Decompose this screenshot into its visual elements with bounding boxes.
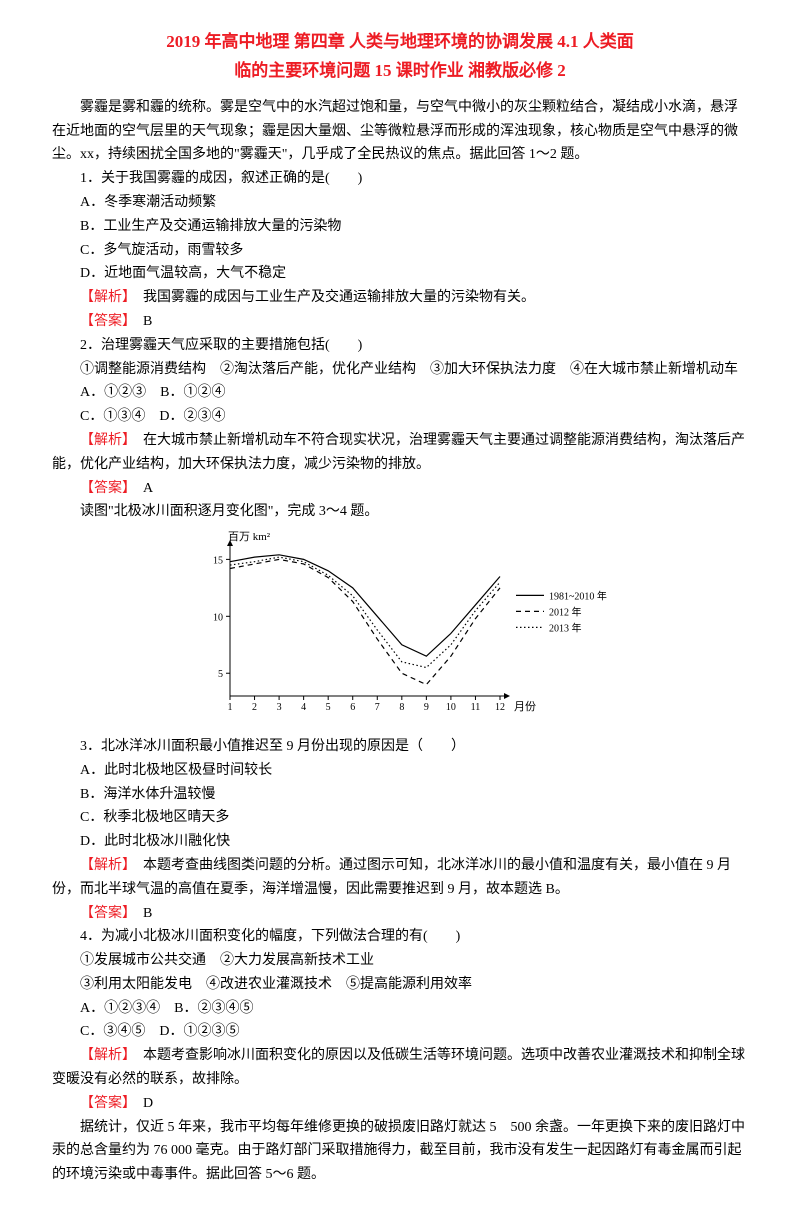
title-line-2: 临的主要环境问题 15 课时作业 湘教版必修 2 xyxy=(52,57,748,86)
title-line-1: 2019 年高中地理 第四章 人类与地理环境的协调发展 4.1 人类面 xyxy=(52,28,748,57)
q3-explain: 【解析】 本题考查曲线图类问题的分析。通过图示可知，北冰洋冰川的最小值和温度有关… xyxy=(52,854,748,902)
doc-title: 2019 年高中地理 第四章 人类与地理环境的协调发展 4.1 人类面 临的主要… xyxy=(52,28,748,86)
q1-opt-d: D．近地面气温较高，大气不稳定 xyxy=(52,262,748,286)
q3-explain-text: 本题考查曲线图类问题的分析。通过图示可知，北冰洋冰川的最小值和温度有关，最小值在… xyxy=(52,858,731,897)
svg-text:2: 2 xyxy=(252,702,257,713)
svg-text:11: 11 xyxy=(471,702,481,713)
q3-opt-a: A．此时北极地区极昼时间较长 xyxy=(52,759,748,783)
svg-text:2013 年: 2013 年 xyxy=(549,621,582,634)
svg-text:百万 km²: 百万 km² xyxy=(228,531,271,543)
q1-explain-text: 我国雾霾的成因与工业生产及交通运输排放大量的污染物有关。 xyxy=(129,290,535,305)
svg-text:1981~2010 年: 1981~2010 年 xyxy=(549,589,607,602)
q2-stem: 2．治理雾霾天气应采取的主要措施包括( ) xyxy=(52,334,748,358)
q4-opt-c: C．③④⑤ D．①②③⑤ xyxy=(52,1020,748,1044)
q1-opt-a: A．冬季寒潮活动频繁 xyxy=(52,191,748,215)
q4-answer: 【答案】 D xyxy=(52,1092,748,1116)
svg-text:9: 9 xyxy=(424,702,429,713)
q1-opt-b: B．工业生产及交通运输排放大量的污染物 xyxy=(52,215,748,239)
svg-text:3: 3 xyxy=(277,702,282,713)
answer-label: 【答案】 xyxy=(80,906,129,921)
chart-intro: 读图"北极冰川面积逐月变化图"，完成 3～4 题。 xyxy=(52,500,748,524)
explain-label: 【解析】 xyxy=(80,290,129,305)
q1-opt-c: C．多气旋活动，雨雪较多 xyxy=(52,239,748,263)
svg-text:10: 10 xyxy=(213,612,223,623)
svg-text:4: 4 xyxy=(301,702,306,713)
q2-explain: 【解析】 在大城市禁止新增机动车不符合现实状况，治理雾霾天气主要通过调整能源消费… xyxy=(52,429,748,477)
q1-stem: 1．关于我国雾霾的成因，叙述正确的是( ) xyxy=(52,167,748,191)
q1-answer-text: B xyxy=(129,314,152,329)
intro-paragraph: 雾霾是雾和霾的统称。雾是空气中的水汽超过饱和量，与空气中微小的灰尘颗粒结合，凝结… xyxy=(52,96,748,167)
q4-opt-a: A．①②③④ B．②③④⑤ xyxy=(52,997,748,1021)
outro-paragraph: 据统计，仅近 5 年来，我市平均每年维修更换的破损废旧路灯就达 5 500 余盏… xyxy=(52,1116,748,1187)
svg-text:5: 5 xyxy=(326,702,331,713)
svg-text:1: 1 xyxy=(228,702,233,713)
q2-opt-c: C．①③④ D．②③④ xyxy=(52,405,748,429)
q4-answer-text: D xyxy=(129,1096,153,1111)
q4-opts-line2: ③利用太阳能发电 ④改进农业灌溉技术 ⑤提高能源利用效率 xyxy=(52,973,748,997)
line-chart: 51015123456789101112百万 km²月份1981~2010 年2… xyxy=(180,530,620,720)
q3-answer-text: B xyxy=(129,906,152,921)
svg-text:8: 8 xyxy=(399,702,404,713)
q2-explain-text: 在大城市禁止新增机动车不符合现实状况，治理雾霾天气主要通过调整能源消费结构，淘汰… xyxy=(52,433,745,472)
q3-opt-b: B．海洋水体升温较慢 xyxy=(52,783,748,807)
q1-answer: 【答案】 B xyxy=(52,310,748,334)
q4-explain: 【解析】 本题考查影响冰川面积变化的原因以及低碳生活等环境问题。选项中改善农业灌… xyxy=(52,1044,748,1092)
q2-answer: 【答案】 A xyxy=(52,477,748,501)
q3-opt-d: D．此时北极冰川融化快 xyxy=(52,830,748,854)
chart-container: 51015123456789101112百万 km²月份1981~2010 年2… xyxy=(52,530,748,729)
q3-opt-c: C．秋季北极地区晴天多 xyxy=(52,806,748,830)
q4-stem: 4．为减小北极冰川面积变化的幅度，下列做法合理的有( ) xyxy=(52,925,748,949)
svg-text:15: 15 xyxy=(213,556,223,567)
explain-label: 【解析】 xyxy=(80,858,129,873)
explain-label: 【解析】 xyxy=(80,1048,129,1063)
q4-explain-text: 本题考查影响冰川面积变化的原因以及低碳生活等环境问题。选项中改善农业灌溉技术和抑… xyxy=(52,1048,745,1087)
q3-answer: 【答案】 B xyxy=(52,902,748,926)
explain-label: 【解析】 xyxy=(80,433,129,448)
svg-text:5: 5 xyxy=(218,669,223,680)
svg-text:12: 12 xyxy=(495,702,505,713)
q4-opts-line: ①发展城市公共交通 ②大力发展高新技术工业 xyxy=(52,949,748,973)
svg-text:月份: 月份 xyxy=(514,700,536,713)
svg-text:2012 年: 2012 年 xyxy=(549,605,582,618)
q2-answer-text: A xyxy=(129,481,153,496)
answer-label: 【答案】 xyxy=(80,314,129,329)
q3-stem: 3．北冰洋冰川面积最小值推迟至 9 月份出现的原因是（ ） xyxy=(52,735,748,759)
answer-label: 【答案】 xyxy=(80,1096,129,1111)
q2-opts-line: ①调整能源消费结构 ②淘汰落后产能，优化产业结构 ③加大环保执法力度 ④在大城市… xyxy=(52,358,748,382)
svg-text:7: 7 xyxy=(375,702,380,713)
svg-text:6: 6 xyxy=(350,702,355,713)
svg-text:10: 10 xyxy=(446,702,456,713)
q2-opt-a: A．①②③ B．①②④ xyxy=(52,381,748,405)
q1-explain: 【解析】 我国雾霾的成因与工业生产及交通运输排放大量的污染物有关。 xyxy=(52,286,748,310)
answer-label: 【答案】 xyxy=(80,481,129,496)
